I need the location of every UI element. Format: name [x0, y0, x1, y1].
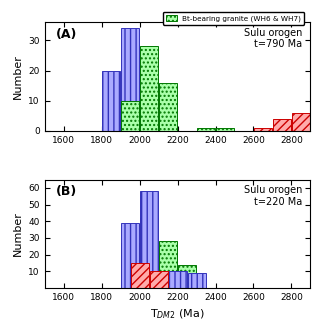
Bar: [178, 265, 196, 288]
Bar: [140, 218, 158, 288]
Bar: [121, 113, 139, 131]
Bar: [197, 128, 215, 131]
Bar: [131, 263, 149, 288]
Text: Sulu orogen
t=790 Ma: Sulu orogen t=790 Ma: [244, 28, 302, 49]
Bar: [140, 46, 158, 131]
Bar: [121, 28, 139, 131]
Y-axis label: Number: Number: [13, 211, 23, 256]
Bar: [140, 83, 158, 131]
Y-axis label: Number: Number: [13, 54, 23, 99]
X-axis label: T$_{DM2}$ (Ma): T$_{DM2}$ (Ma): [150, 308, 205, 320]
Text: (B): (B): [55, 185, 77, 198]
Bar: [292, 113, 310, 131]
Bar: [140, 191, 158, 288]
Bar: [159, 83, 177, 131]
Bar: [273, 119, 291, 131]
Text: Sulu orogen
t=220 Ma: Sulu orogen t=220 Ma: [244, 185, 302, 207]
Legend: Bt-bearing granite (WH6 & WH7): Bt-bearing granite (WH6 & WH7): [163, 12, 304, 25]
Bar: [102, 107, 120, 131]
Bar: [121, 223, 139, 288]
Bar: [254, 128, 272, 131]
Bar: [121, 101, 139, 131]
Bar: [159, 125, 177, 131]
Bar: [216, 128, 234, 131]
Bar: [150, 271, 168, 288]
Bar: [159, 271, 177, 288]
Bar: [169, 271, 187, 288]
Bar: [121, 243, 139, 288]
Bar: [102, 71, 120, 131]
Bar: [188, 273, 205, 288]
Bar: [159, 241, 177, 288]
Text: (A): (A): [55, 28, 77, 41]
